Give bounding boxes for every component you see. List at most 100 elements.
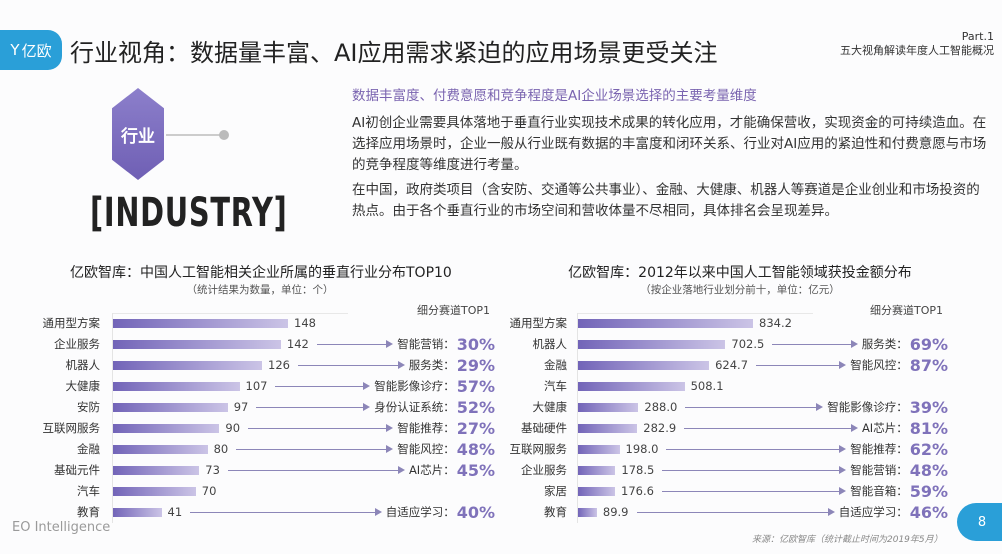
top1-percent: 69% <box>909 334 948 354</box>
arrow-icon <box>256 402 371 411</box>
value-label: 176.6 <box>621 484 654 498</box>
bar-row: 企业服务 142 智能营销： 30% <box>0 334 495 354</box>
top1-percent: 27% <box>456 418 495 438</box>
category-label: 机器人 <box>65 358 101 372</box>
value-label: 282.9 <box>643 421 677 435</box>
top1-percent: 59% <box>909 481 948 501</box>
value-label: 288.0 <box>644 400 678 414</box>
bar <box>578 507 597 517</box>
value-label: 89.9 <box>602 505 629 519</box>
top1-label: 智能营销： <box>850 463 908 477</box>
bar <box>113 507 162 517</box>
bar-row: 企业服务 178.5 智能营销： 48% <box>500 460 948 480</box>
bar <box>113 381 240 391</box>
arrow-icon <box>248 423 394 432</box>
arrow-icon <box>685 402 824 411</box>
bar-row: 家居 176.6 智能音箱： 59% <box>500 481 948 501</box>
arrow-icon <box>275 381 370 390</box>
y-axis-line <box>112 313 113 523</box>
bar-row: 互联网服务 198.0 智能推荐： 62% <box>500 439 949 459</box>
top-gridline <box>113 313 348 314</box>
arrow-icon <box>316 339 394 348</box>
top1-label: 服务类： <box>861 337 908 351</box>
bar <box>578 486 615 496</box>
category-label: 互联网服务 <box>509 442 568 456</box>
bar <box>578 360 710 370</box>
category-label: 安防 <box>77 400 100 414</box>
category-label: 通用型方案 <box>42 316 101 330</box>
bar <box>113 318 288 328</box>
bar-row: 通用型方案 148 <box>0 313 495 333</box>
top1-label: 智能影像诊疗： <box>827 400 908 414</box>
bar <box>113 444 208 454</box>
top1-percent: 48% <box>909 460 948 480</box>
bar <box>113 465 200 475</box>
chart-title: 亿欧智库：中国人工智能相关企业所属的垂直行业分布TOP10 <box>70 265 452 281</box>
bar-row: 机器人 126 服务类： 29% <box>0 355 496 375</box>
chart-subtitle: （统计结果为数量，单位：个） <box>186 284 334 296</box>
bar-row: 大健康 107 智能影像诊疗： 57% <box>0 376 496 396</box>
page-title: 行业视角：数据量丰富、AI应用需求紧迫的应用场景更受关注 <box>70 39 718 67</box>
bar <box>113 486 196 496</box>
top1-label: 智能影像诊疗： <box>374 379 455 393</box>
bar-row: 金融 624.7 智能风控： 87% <box>500 355 948 375</box>
top1-label: AI芯片： <box>408 463 455 477</box>
category-label: 汽车 <box>544 379 567 393</box>
bar <box>113 360 262 370</box>
category-label: 教育 <box>544 505 567 519</box>
bar <box>578 339 726 349</box>
top1-label: 自适应学习： <box>838 505 908 519</box>
value-label: 198.0 <box>625 442 659 456</box>
top1-label: 身份认证系统： <box>374 400 455 414</box>
intro-text: 数据丰富度、付费意愿和竞争程度是AI企业场景选择的主要考量维度 AI初创企业需要… <box>352 86 992 226</box>
connector-dot <box>219 130 229 140</box>
bar <box>578 318 753 328</box>
top1-label: 智能营销： <box>397 337 455 351</box>
value-label: 624.7 <box>715 358 749 372</box>
part-subtitle: 五大视角解读年度人工智能概况 <box>840 44 994 57</box>
top1-percent: 57% <box>456 376 495 396</box>
top1-percent: 52% <box>456 397 495 417</box>
top-gridline <box>578 313 813 314</box>
bar-row: 教育 41 自适应学习： 40% <box>0 502 495 522</box>
bar-row: 互联网服务 90 智能推荐： 27% <box>0 418 496 438</box>
value-label: 70 <box>201 484 217 498</box>
arrow-icon <box>227 465 405 474</box>
bar-row: 汽车 70 <box>0 481 495 501</box>
brand-watermark: EO Intelligence <box>12 520 111 535</box>
category-label: 金融 <box>77 442 100 456</box>
arrow-icon <box>772 339 859 348</box>
arrow-icon <box>666 444 846 453</box>
top1-percent: 87% <box>909 355 948 375</box>
category-label: 教育 <box>77 505 100 519</box>
bar-row: 汽车 508.1 <box>500 376 948 396</box>
bar-row: 基础元件 73 AI芯片： 45% <box>0 460 495 480</box>
part-number: Part.1 <box>961 30 994 43</box>
intro-heading: 数据丰富度、付费意愿和竞争程度是AI企业场景选择的主要考量维度 <box>352 88 757 104</box>
bar <box>578 402 639 412</box>
value-label: 41 <box>167 505 183 519</box>
value-label: 97 <box>233 400 249 414</box>
section-label: Part.1 五大视角解读年度人工智能概况 <box>840 30 994 58</box>
industry-hexagon-badge: 行业 <box>112 88 164 180</box>
value-label: 80 <box>213 442 229 456</box>
top1-label: 智能风控： <box>397 442 455 456</box>
chart-subtitle: （按企业落地行业划分前十，单位：亿元） <box>640 284 840 296</box>
top1-percent: 81% <box>909 418 948 438</box>
arrow-icon <box>662 465 847 474</box>
arrow-icon <box>297 360 405 369</box>
arrow-icon <box>636 507 835 516</box>
category-label: 金融 <box>544 358 567 372</box>
chart-title: 亿欧智库：2012年以来中国人工智能领域获投金额分布 <box>568 265 912 281</box>
intro-paragraph: 在中国，政府类项目（含安防、交通等公共事业）、金融、大健康、机器人等赛道是企业创… <box>352 182 980 219</box>
value-label: 834.2 <box>759 316 792 330</box>
logo: Y 亿欧 <box>0 30 62 70</box>
category-label: 机器人 <box>532 337 568 351</box>
bar <box>113 339 281 349</box>
category-label: 大健康 <box>65 379 101 393</box>
value-label: 90 <box>225 421 241 435</box>
category-label: 企业服务 <box>521 463 567 477</box>
arrow-icon <box>684 423 858 432</box>
bar-row: 大健康 288.0 智能影像诊疗： 39% <box>500 397 949 417</box>
industry-keyword: [INDUSTRY] <box>90 190 288 236</box>
